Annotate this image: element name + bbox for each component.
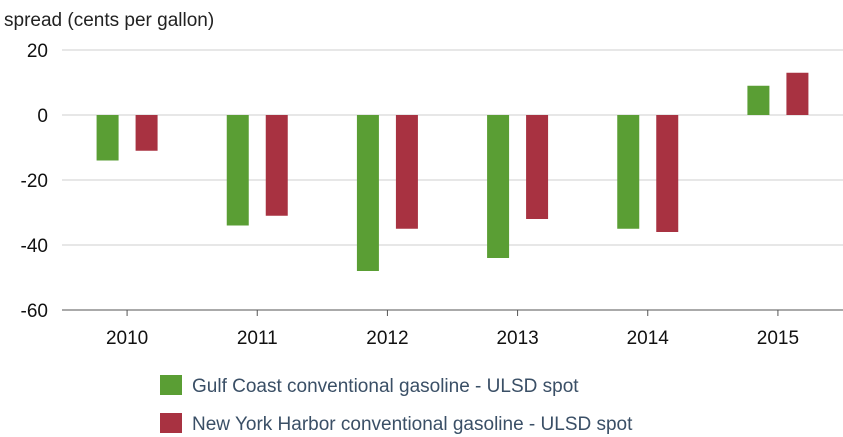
y-tick-label: -20 bbox=[21, 171, 48, 192]
legend: Gulf Coast conventional gasoline - ULSD … bbox=[160, 375, 633, 435]
y-tick-label: -60 bbox=[21, 301, 48, 322]
bar-series-1-2014 bbox=[617, 115, 640, 229]
y-axis-ticks: 20 0 -20 -40 -60 bbox=[21, 41, 48, 322]
bar-series-2-2012 bbox=[395, 115, 418, 229]
x-tick-label: 2010 bbox=[106, 328, 148, 349]
y-tick-label: 0 bbox=[37, 106, 48, 127]
y-tick-label: 20 bbox=[27, 41, 48, 62]
y-tick-label: -40 bbox=[21, 236, 48, 257]
bar-series-2-2011 bbox=[265, 115, 288, 216]
legend-swatch-1 bbox=[160, 375, 182, 395]
x-axis-ticks: 2010 2011 2012 2013 2014 2015 bbox=[106, 310, 799, 349]
bar-series-1-2012 bbox=[356, 115, 379, 271]
x-tick-label: 2013 bbox=[496, 328, 538, 349]
x-tick-label: 2014 bbox=[627, 328, 670, 349]
bar-series-2-2013 bbox=[526, 115, 549, 219]
legend-label-2: New York Harbor conventional gasoline - … bbox=[192, 414, 633, 435]
x-tick-label: 2012 bbox=[366, 328, 408, 349]
y-axis-title: spread (cents per gallon) bbox=[4, 10, 214, 31]
bar-series-2-2015 bbox=[786, 72, 809, 115]
bar-series-1-2015 bbox=[747, 85, 770, 115]
bars bbox=[96, 72, 809, 271]
bar-series-1-2011 bbox=[226, 115, 249, 226]
bar-series-1-2013 bbox=[487, 115, 510, 258]
bar-series-2-2010 bbox=[135, 115, 158, 151]
bar-series-1-2010 bbox=[96, 115, 119, 161]
legend-label-1: Gulf Coast conventional gasoline - ULSD … bbox=[192, 376, 579, 397]
bar-series-2-2014 bbox=[656, 115, 679, 232]
x-tick-label: 2015 bbox=[757, 328, 799, 349]
legend-swatch-2 bbox=[160, 413, 182, 433]
gridlines bbox=[62, 49, 843, 311]
x-tick-label: 2011 bbox=[237, 328, 278, 349]
